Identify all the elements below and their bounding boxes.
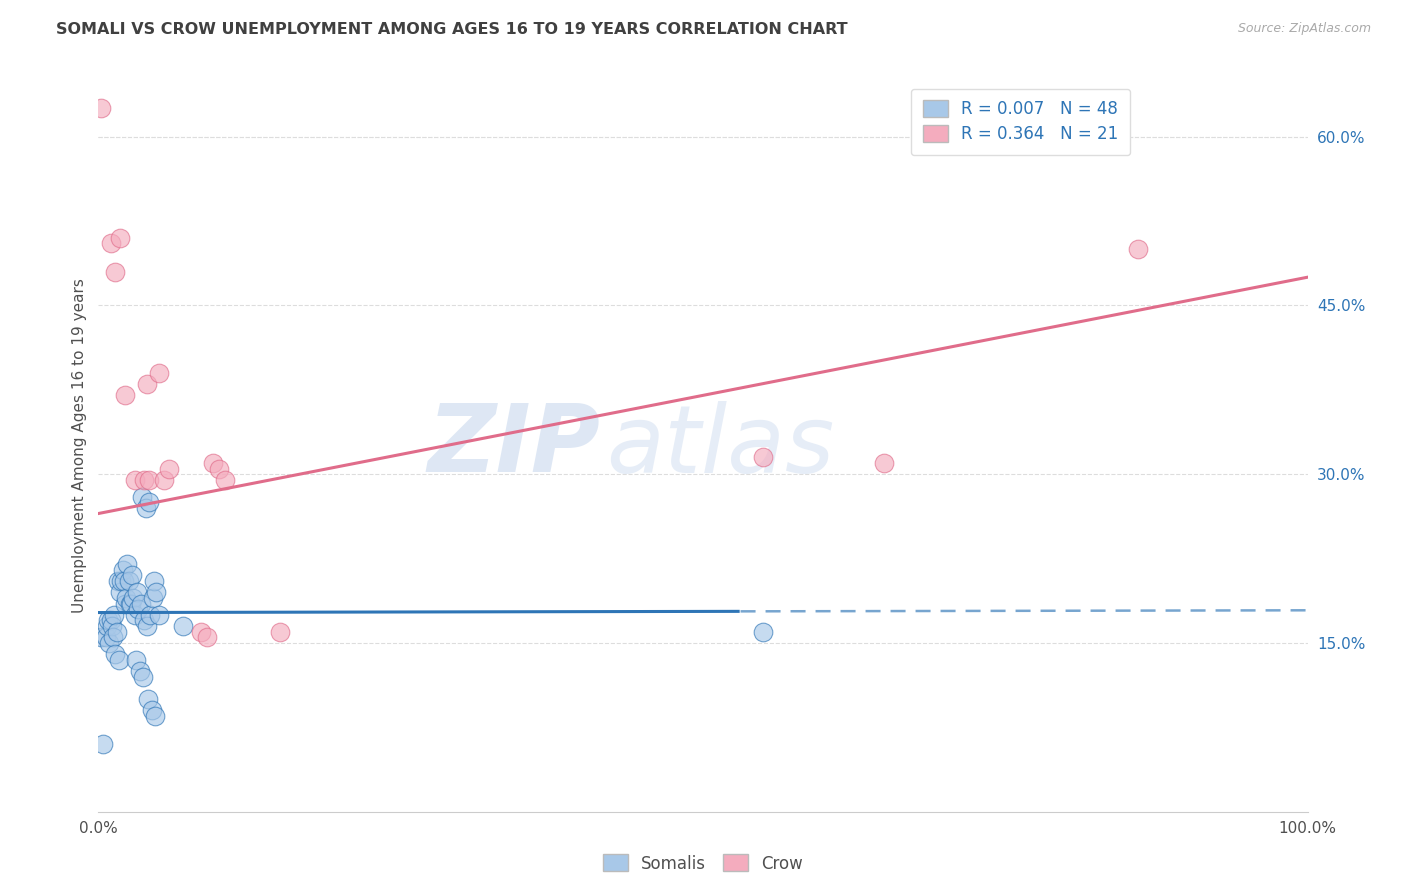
Point — [190, 624, 212, 639]
Point — [114, 597, 136, 611]
Point — [143, 709, 166, 723]
Point — [132, 670, 155, 684]
Point — [100, 614, 122, 628]
Point — [127, 585, 149, 599]
Point — [138, 473, 160, 487]
Point — [114, 388, 136, 402]
Point — [141, 703, 163, 717]
Point — [104, 647, 127, 661]
Point — [90, 102, 112, 116]
Point — [108, 231, 131, 245]
Point — [124, 607, 146, 622]
Point — [91, 737, 114, 751]
Point — [108, 585, 131, 599]
Point — [111, 563, 134, 577]
Point — [148, 607, 170, 622]
Point — [142, 591, 165, 605]
Point — [752, 624, 775, 639]
Point — [172, 619, 194, 633]
Point — [202, 456, 225, 470]
Y-axis label: Unemployment Among Ages 16 to 19 years: Unemployment Among Ages 16 to 19 years — [72, 278, 87, 614]
Point — [115, 591, 138, 605]
Point — [152, 473, 174, 487]
Point — [122, 591, 145, 605]
Point — [143, 574, 166, 588]
Point — [134, 473, 156, 487]
Point — [134, 614, 156, 628]
Point — [94, 630, 117, 644]
Point — [214, 473, 236, 487]
Point — [90, 630, 112, 644]
Point — [269, 624, 291, 639]
Point — [103, 607, 125, 622]
Legend: Somalis, Crow: Somalis, Crow — [596, 847, 810, 880]
Point — [135, 619, 157, 633]
Point — [110, 574, 132, 588]
Point — [107, 574, 129, 588]
Point — [118, 597, 141, 611]
Point — [98, 636, 121, 650]
Point — [117, 557, 139, 571]
Point — [100, 619, 122, 633]
Point — [873, 456, 896, 470]
Point — [131, 490, 153, 504]
Point — [100, 236, 122, 251]
Point — [96, 619, 118, 633]
Point — [135, 500, 157, 515]
Point — [129, 597, 152, 611]
Point — [105, 624, 128, 639]
Point — [139, 607, 162, 622]
Legend: R = 0.007   N = 48, R = 0.364   N = 21: R = 0.007 N = 48, R = 0.364 N = 21 — [911, 88, 1130, 155]
Point — [1128, 242, 1150, 256]
Point — [120, 597, 142, 611]
Point — [97, 614, 120, 628]
Point — [752, 450, 775, 465]
Point — [121, 568, 143, 582]
Text: SOMALI VS CROW UNEMPLOYMENT AMONG AGES 16 TO 19 YEARS CORRELATION CHART: SOMALI VS CROW UNEMPLOYMENT AMONG AGES 1… — [56, 22, 848, 37]
Point — [101, 630, 124, 644]
Point — [108, 653, 131, 667]
Point — [104, 264, 127, 278]
Point — [208, 461, 231, 475]
Text: atlas: atlas — [606, 401, 835, 491]
Point — [136, 692, 159, 706]
Point — [157, 461, 180, 475]
Text: ZIP: ZIP — [427, 400, 600, 492]
Text: Source: ZipAtlas.com: Source: ZipAtlas.com — [1237, 22, 1371, 36]
Point — [127, 602, 149, 616]
Point — [118, 574, 141, 588]
Point — [124, 473, 146, 487]
Point — [195, 630, 218, 644]
Point — [148, 366, 170, 380]
Point — [138, 495, 160, 509]
Point — [135, 377, 157, 392]
Point — [128, 664, 150, 678]
Point — [125, 653, 148, 667]
Point — [145, 585, 167, 599]
Point — [112, 574, 135, 588]
